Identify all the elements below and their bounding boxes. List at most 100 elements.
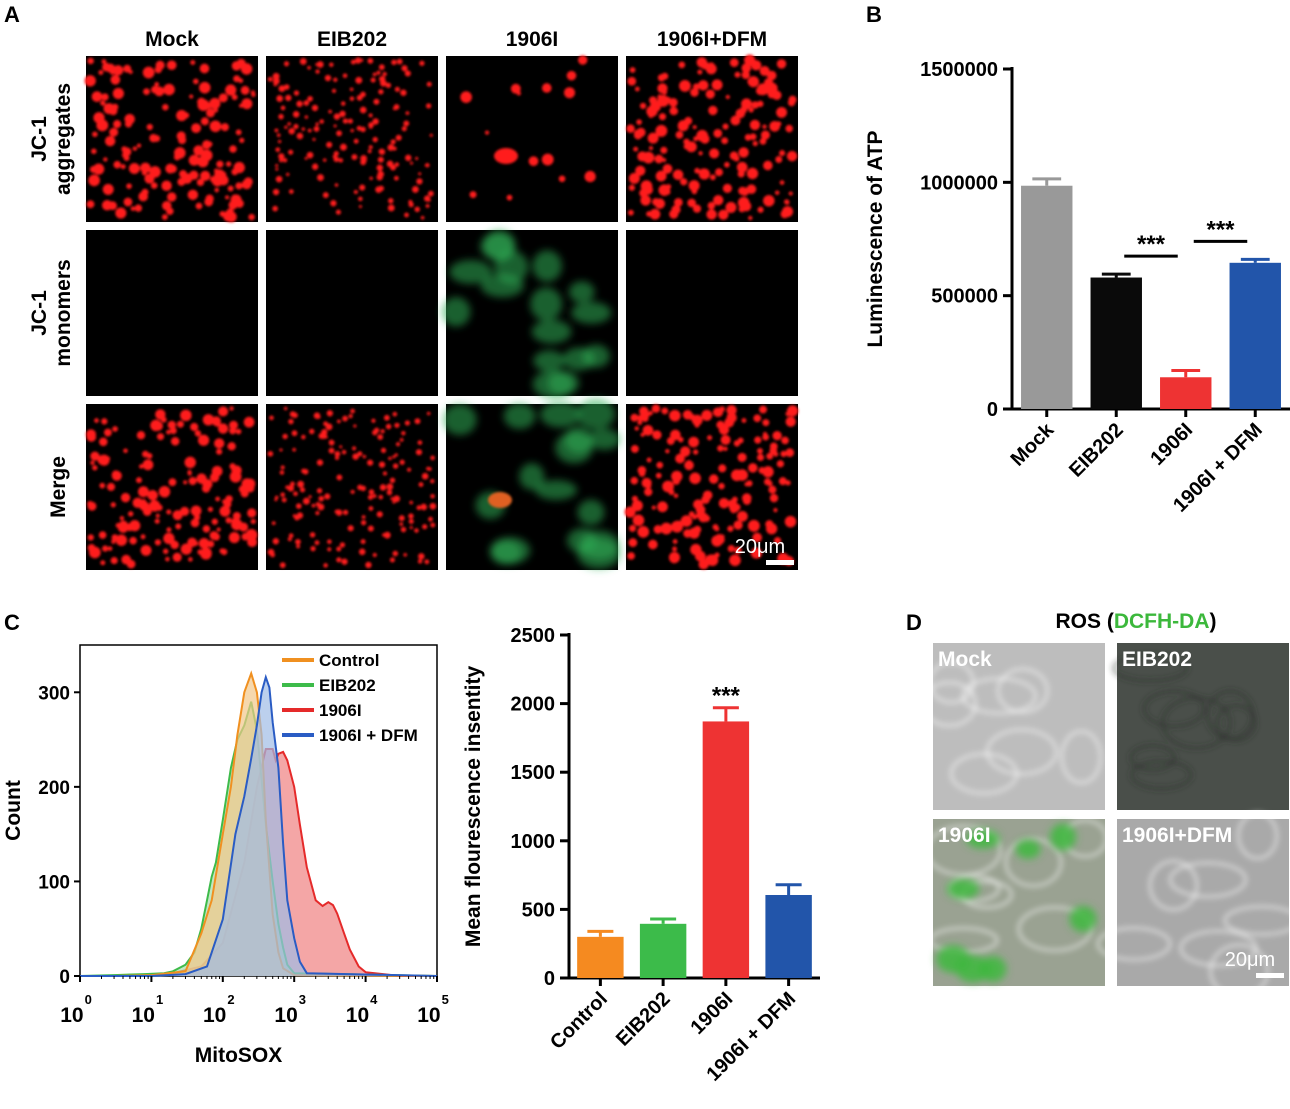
red-spot — [156, 433, 165, 441]
red-spot — [378, 461, 386, 468]
red-spot — [188, 476, 197, 486]
red-spot — [355, 76, 363, 84]
red-spot — [161, 180, 172, 191]
green-cell — [532, 250, 562, 282]
red-spot — [401, 126, 407, 132]
red-spot — [316, 488, 323, 494]
red-spot — [318, 495, 325, 502]
red-spot — [652, 198, 660, 206]
red-spot — [420, 504, 427, 511]
red-spot — [146, 452, 153, 459]
red-spot — [688, 527, 700, 539]
row-header-line: JC-1 — [28, 116, 51, 162]
tile-background — [1117, 643, 1289, 810]
red-spot — [748, 215, 753, 221]
red-spot — [726, 404, 737, 416]
red-spot — [200, 548, 212, 560]
x-axis-label: MitoSOX — [195, 1044, 283, 1067]
red-spot — [651, 404, 661, 413]
red-spot — [334, 451, 341, 457]
red-spot — [666, 437, 675, 445]
red-spot — [750, 60, 762, 71]
red-spot — [411, 185, 419, 193]
red-spot — [656, 461, 664, 469]
red-spot — [149, 133, 158, 143]
red-spot — [214, 438, 225, 449]
red-spot — [128, 162, 140, 174]
red-spot — [733, 440, 741, 447]
red-spot — [630, 476, 639, 485]
red-spot — [239, 137, 245, 143]
x-tick-exponent: 1 — [156, 992, 163, 1007]
red-spot — [722, 123, 729, 130]
ros-spot — [1015, 839, 1041, 859]
significance-label: *** — [712, 683, 741, 710]
red-spot — [231, 61, 242, 71]
column-header: Mock — [145, 28, 199, 51]
red-spot — [310, 545, 316, 552]
red-spot — [287, 537, 292, 542]
red-spot — [135, 477, 142, 484]
red-spot — [724, 417, 735, 428]
red-spot — [193, 541, 199, 546]
red-spot — [703, 514, 711, 522]
cell-outline — [1168, 861, 1248, 899]
red-spot — [106, 63, 116, 73]
red-spot — [358, 548, 366, 556]
red-spot — [416, 505, 422, 511]
red-spot — [639, 102, 647, 110]
red-spot — [165, 163, 176, 174]
red-spot — [649, 208, 661, 220]
red-spot — [200, 149, 213, 162]
red-spot — [644, 487, 653, 497]
red-spot — [322, 158, 327, 162]
red-spot — [339, 143, 347, 151]
x-tick-base: 10 — [132, 1004, 155, 1027]
red-spot — [176, 420, 184, 428]
red-spot — [392, 411, 398, 417]
ros-spot — [979, 956, 1007, 982]
red-spot — [692, 449, 699, 455]
red-spot — [329, 62, 334, 67]
green-cell — [442, 404, 477, 436]
red-spot — [303, 100, 310, 106]
red-spot — [378, 494, 384, 500]
red-spot — [288, 418, 294, 425]
red-spot — [775, 156, 783, 164]
red-spot — [646, 457, 652, 463]
red-spot — [123, 448, 128, 454]
red-spot — [190, 518, 200, 528]
red-spot — [307, 65, 311, 70]
tile-label: EIB202 — [1122, 648, 1192, 671]
red-spot — [274, 128, 279, 133]
red-spot — [211, 176, 217, 182]
red-spot — [287, 122, 291, 126]
red-spot — [148, 500, 161, 512]
ros-spot — [1069, 906, 1097, 932]
row-header: JC-1aggregates — [28, 83, 75, 195]
red-spot — [628, 172, 640, 184]
red-aggregates — [267, 57, 434, 220]
red-spot — [324, 74, 332, 82]
red-spot — [372, 72, 377, 77]
red-spot — [229, 463, 236, 470]
red-spot — [785, 124, 793, 133]
red-spot — [341, 449, 347, 455]
green-cell — [577, 499, 605, 526]
tile-background — [86, 230, 258, 396]
micrograph-tile — [626, 54, 798, 222]
cell-outline — [928, 661, 975, 704]
y-axis-label: Mean flourescence insentity — [462, 666, 485, 948]
red-spot — [365, 561, 372, 569]
red-spot — [367, 149, 372, 154]
red-spot — [386, 483, 394, 491]
red-spot — [378, 89, 384, 95]
green-cell — [540, 401, 581, 428]
red-spot — [334, 509, 340, 514]
red-spot — [379, 484, 387, 491]
red-spot — [187, 189, 199, 201]
red-spot — [746, 187, 751, 193]
red-spot — [422, 524, 428, 530]
red-spot — [326, 141, 333, 148]
